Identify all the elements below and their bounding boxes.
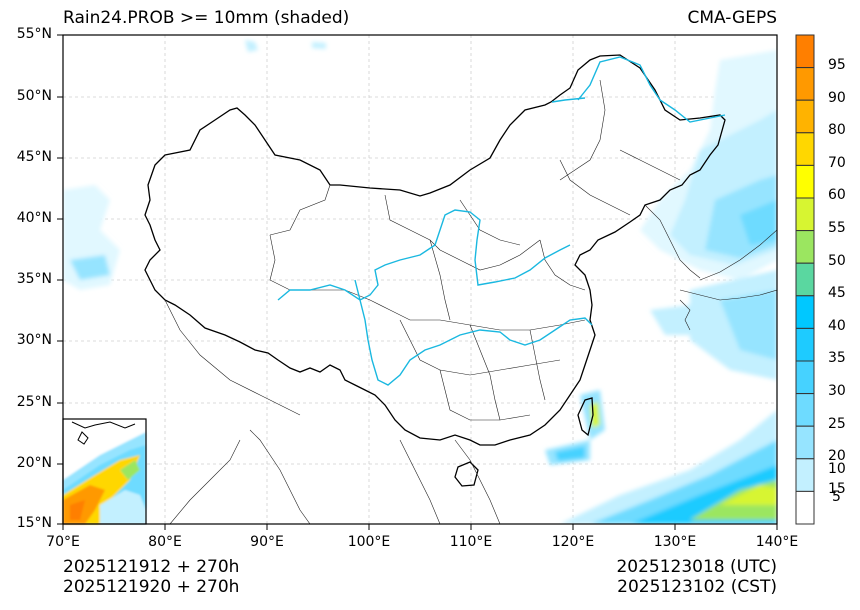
rivers	[277, 56, 726, 386]
colorbar-label-50: 50	[828, 253, 846, 269]
lat-label-30: 30°N	[16, 332, 52, 348]
colorbar-label-70: 70	[828, 155, 846, 171]
lat-label-45: 45°N	[16, 149, 52, 165]
colorbar-label-45: 45	[828, 285, 846, 301]
map-frame	[62, 34, 778, 525]
colorbar-label-20: 20	[828, 448, 846, 464]
init-time-block: 2025121912 + 270h 2025121920 + 270h	[63, 557, 239, 597]
colorbar-label-30: 30	[828, 383, 846, 399]
lon-label-100: 100°E	[347, 534, 391, 550]
lon-label-110: 110°E	[449, 534, 493, 550]
init-time-cst: 2025121920 + 270h	[63, 577, 240, 597]
lon-label-130: 130°E	[653, 534, 697, 550]
colorbar-label-15: 15	[828, 481, 846, 497]
lat-label-15: 15°N	[16, 515, 52, 531]
probability-shading	[63, 40, 777, 524]
valid-time-utc: 2025123018 (UTC)	[616, 557, 777, 577]
colorbar-label-90: 90	[828, 90, 846, 106]
colorbar-label-80: 80	[828, 122, 846, 138]
colorbar-label-5: 5	[832, 489, 841, 505]
lon-label-70: 70°E	[46, 534, 80, 550]
lat-label-25: 25°N	[16, 394, 52, 410]
colorbar-label-60: 60	[828, 187, 846, 203]
lat-label-55: 55°N	[16, 26, 52, 42]
south-china-sea-inset	[62, 418, 147, 525]
gridlines	[63, 35, 777, 524]
lat-label-20: 20°N	[16, 455, 52, 471]
lat-label-35: 35°N	[16, 271, 52, 287]
colorbar-label-95: 95	[828, 57, 846, 73]
chart-title: Rain24.PROB >= 10mm (shaded)	[63, 8, 350, 28]
colorbar-label-35: 35	[828, 350, 846, 366]
colorbar-label-55: 55	[828, 220, 846, 236]
lon-label-90: 90°E	[250, 534, 284, 550]
colorbar-label-40: 40	[828, 318, 846, 334]
model-name: CMA-GEPS	[687, 8, 777, 28]
colorbar	[795, 34, 815, 525]
valid-time-cst: 2025123102 (CST)	[617, 577, 777, 597]
lon-label-80: 80°E	[148, 534, 182, 550]
init-time-utc: 2025121912 + 270h	[63, 557, 240, 577]
colorbar-label-10: 10	[828, 461, 846, 477]
lat-label-40: 40°N	[16, 210, 52, 226]
lon-label-120: 120°E	[551, 534, 595, 550]
colorbar-label-25: 25	[828, 416, 846, 432]
country-borders	[144, 54, 726, 487]
lat-label-50: 50°N	[16, 88, 52, 104]
province-borders	[164, 79, 777, 524]
valid-time-block: 2025123018 (UTC) 2025123102 (CST)	[616, 557, 777, 597]
lon-label-140: 140°E	[755, 534, 799, 550]
axis-ticks	[57, 34, 778, 530]
